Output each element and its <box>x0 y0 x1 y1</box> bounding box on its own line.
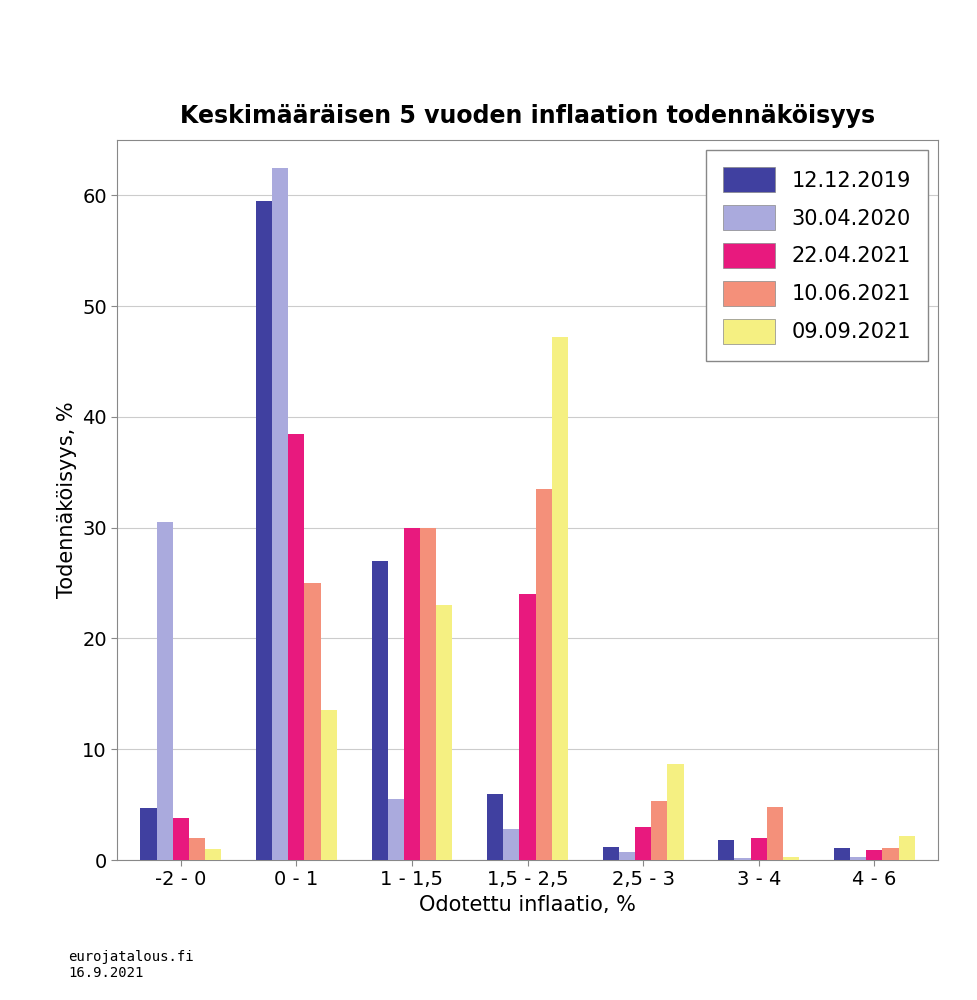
Bar <box>635 827 652 860</box>
Bar <box>371 561 388 860</box>
Bar <box>273 168 288 860</box>
Bar <box>288 434 305 860</box>
Bar <box>156 522 173 860</box>
Bar <box>899 836 914 860</box>
Bar <box>667 764 684 860</box>
Bar <box>437 605 452 860</box>
Text: eurojatalous.fi
16.9.2021: eurojatalous.fi 16.9.2021 <box>68 950 194 980</box>
Bar <box>420 528 437 860</box>
Bar <box>652 801 667 860</box>
Bar <box>189 838 205 860</box>
Bar <box>173 818 189 860</box>
Bar <box>488 794 503 860</box>
Bar <box>388 799 404 860</box>
Bar <box>718 840 735 860</box>
Bar <box>503 829 520 860</box>
Bar <box>205 849 221 860</box>
Bar <box>618 852 635 860</box>
Bar <box>834 848 850 860</box>
Bar <box>767 807 783 860</box>
Bar <box>735 858 750 860</box>
Bar <box>520 594 535 860</box>
Bar <box>552 337 568 860</box>
Bar <box>867 850 882 860</box>
Bar <box>535 489 552 860</box>
Bar <box>305 583 320 860</box>
Bar <box>256 201 273 860</box>
Y-axis label: Todennäköisyys, %: Todennäköisyys, % <box>57 402 76 598</box>
Bar <box>783 857 799 860</box>
X-axis label: Odotettu inflaatio, %: Odotettu inflaatio, % <box>419 895 636 915</box>
Bar <box>850 857 867 860</box>
Title: Keskimääräisen 5 vuoden inflaation todennäköisyys: Keskimääräisen 5 vuoden inflaation toden… <box>180 104 875 128</box>
Legend: 12.12.2019, 30.04.2020, 22.04.2021, 10.06.2021, 09.09.2021: 12.12.2019, 30.04.2020, 22.04.2021, 10.0… <box>706 150 927 361</box>
Bar <box>320 710 337 860</box>
Bar <box>404 528 420 860</box>
Bar <box>603 847 618 860</box>
Bar <box>141 808 156 860</box>
Bar <box>882 848 899 860</box>
Bar <box>750 838 767 860</box>
